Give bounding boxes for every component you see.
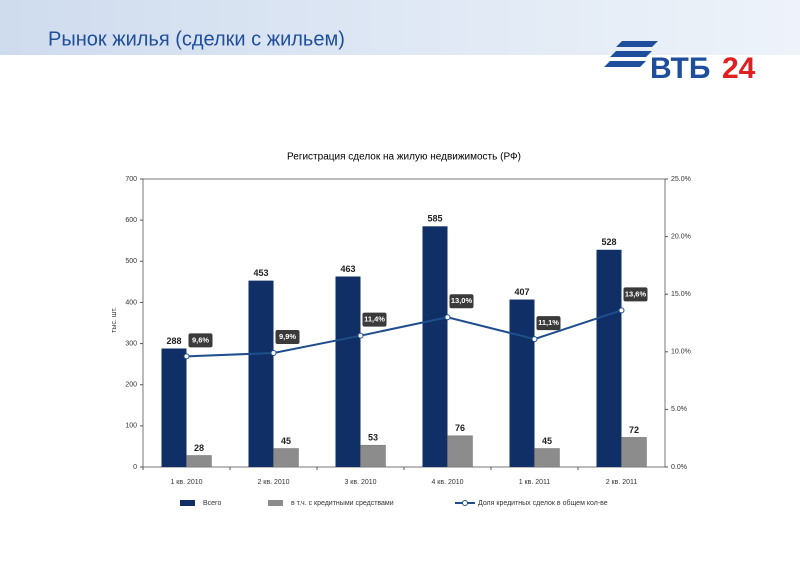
line-marker	[444, 314, 451, 321]
line-label-box	[362, 312, 387, 327]
line-value-label: 13,6%	[625, 289, 647, 298]
line-value-label: 9,6%	[192, 335, 209, 344]
line-label-box	[275, 329, 300, 344]
bar-value-label: 528	[601, 237, 616, 247]
bar	[509, 299, 535, 467]
x-tick-label: 4 кв. 2010	[431, 479, 463, 486]
bar-value-label: 53	[368, 433, 378, 443]
y2-tick-label: 15.0%	[671, 291, 691, 298]
x-tick-label: 1 кв. 2010	[170, 479, 202, 486]
x-tick-label: 2 кв. 2010	[257, 479, 289, 486]
bar-value-label: 453	[253, 268, 268, 278]
line-label-box	[623, 287, 648, 302]
y-tick-label: 700	[125, 176, 137, 183]
bar	[161, 348, 187, 467]
bar	[447, 435, 473, 468]
legend-label: Доля кредитных сделок в общем кол-ве	[478, 499, 608, 507]
bar	[596, 249, 622, 467]
bar	[422, 226, 448, 467]
bar-value-label: 463	[340, 264, 355, 274]
logo: ВТБ 24	[604, 41, 756, 85]
bar-value-label: 45	[542, 436, 552, 446]
y-tick-label: 300	[125, 340, 137, 347]
line-label-box	[536, 316, 561, 331]
logo-icon	[604, 41, 658, 67]
bar-value-label: 407	[514, 287, 529, 297]
legend-swatch	[180, 500, 195, 506]
legend-label: в т.ч. с кредитными средствами	[291, 500, 394, 507]
legend-swatch	[268, 500, 283, 506]
bar	[360, 444, 386, 468]
line	[186, 309, 622, 358]
plot-frame	[142, 178, 666, 468]
y-tick-label: 200	[125, 382, 137, 389]
y-axis-label: тыс. шт.	[111, 307, 118, 333]
y2-tick-label: 5.0%	[671, 406, 687, 413]
line-label-box	[188, 333, 213, 348]
bar	[248, 280, 274, 467]
bar-value-label: 288	[166, 336, 181, 346]
line-value-label: 13,0%	[451, 296, 473, 305]
slide-title: Рынок жилья (сделки с жильем)	[48, 28, 345, 50]
bar-value-label: 585	[427, 214, 442, 224]
bar-value-label: 28	[194, 443, 204, 453]
bar	[621, 437, 647, 468]
bar	[335, 276, 361, 467]
logo-text: ВТБ	[650, 52, 710, 85]
y-tick-label: 0	[133, 464, 137, 471]
logo-number: 24	[722, 52, 756, 85]
line-value-label: 9,9%	[279, 332, 296, 341]
line-marker	[357, 332, 364, 339]
bar-value-label: 76	[455, 423, 465, 433]
line-marker	[183, 353, 190, 360]
line-value-label: 11,4%	[364, 315, 385, 324]
x-tick-label: 1 кв. 2011	[519, 479, 551, 486]
line-marker	[618, 307, 625, 314]
line-marker	[270, 349, 277, 356]
y2-tick-label: 0.0%	[671, 464, 687, 471]
legend-label: Всего	[203, 500, 221, 507]
line-label-box	[449, 294, 474, 309]
y-tick-label: 500	[125, 258, 137, 265]
line-value-label: 11,1%	[538, 318, 559, 327]
y2-tick-label: 25.0%	[671, 176, 691, 183]
y-tick-label: 400	[125, 299, 137, 306]
legend-marker	[462, 500, 468, 506]
bar	[534, 448, 560, 468]
x-tick-label: 2 кв. 2011	[606, 479, 638, 486]
y2-tick-label: 20.0%	[671, 233, 691, 240]
y2-tick-label: 10.0%	[671, 349, 691, 356]
x-tick-label: 3 кв. 2010	[344, 479, 376, 486]
y-tick-label: 600	[125, 217, 137, 224]
header-band	[0, 0, 800, 55]
chart-title: Регистрация сделок на жилую недвижимость…	[287, 152, 521, 163]
bar-value-label: 72	[629, 425, 639, 435]
bar	[273, 448, 299, 468]
y-tick-label: 100	[125, 423, 137, 430]
bar-value-label: 45	[281, 436, 291, 446]
line-marker	[531, 336, 538, 343]
bar	[186, 455, 212, 468]
